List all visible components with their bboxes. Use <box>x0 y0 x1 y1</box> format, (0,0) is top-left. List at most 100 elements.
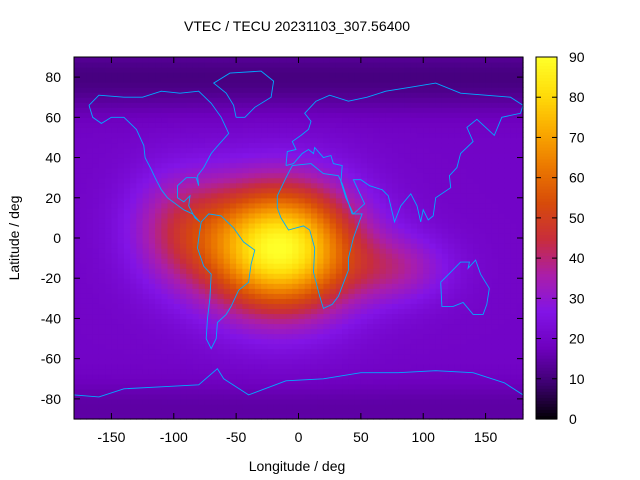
heatmap-cell <box>404 403 412 410</box>
heatmap-cell <box>323 162 331 169</box>
heatmap-cell <box>292 303 300 309</box>
heatmap-cell <box>466 358 474 365</box>
heatmap-cell <box>286 227 293 234</box>
heatmap-cell <box>186 268 194 274</box>
heatmap-cell <box>342 212 349 219</box>
heatmap-cell <box>342 72 349 78</box>
heatmap-cell <box>310 57 318 63</box>
heatmap-cell <box>304 288 312 294</box>
heatmap-cell <box>335 222 343 229</box>
heatmap-cell <box>292 172 300 179</box>
heatmap-cell <box>504 408 512 415</box>
heatmap-cell <box>298 373 306 380</box>
heatmap-cell <box>485 253 493 259</box>
heatmap-cell <box>111 248 119 254</box>
heatmap-cell <box>229 403 237 410</box>
heatmap-cell <box>192 308 200 315</box>
heatmap-cell <box>80 248 88 254</box>
heatmap-cell <box>329 398 337 405</box>
heatmap-cell <box>279 398 287 405</box>
heatmap-cell <box>373 182 381 189</box>
heatmap-cell <box>466 293 474 299</box>
heatmap-cell <box>192 243 200 249</box>
heatmap-cell <box>111 318 119 325</box>
heatmap-cell <box>466 162 474 169</box>
heatmap-cell <box>373 383 381 390</box>
heatmap-cell <box>229 258 237 264</box>
heatmap-cell <box>298 192 306 199</box>
heatmap-cell <box>74 202 81 209</box>
heatmap-cell <box>180 232 187 239</box>
heatmap-cell <box>491 222 499 229</box>
heatmap-cell <box>242 358 250 365</box>
heatmap-cell <box>329 62 337 68</box>
heatmap-cell <box>279 97 287 103</box>
heatmap-cell <box>392 283 399 289</box>
heatmap-cell <box>273 298 281 304</box>
heatmap-cell <box>498 67 505 73</box>
heatmap-cell <box>392 273 399 279</box>
heatmap-cell <box>267 82 275 88</box>
heatmap-cell <box>229 333 237 340</box>
heatmap-cell <box>317 192 325 199</box>
heatmap-cell <box>111 358 119 365</box>
heatmap-cell <box>142 177 150 184</box>
heatmap-cell <box>367 197 374 204</box>
heatmap-cell <box>423 137 431 144</box>
heatmap-cell <box>298 328 306 335</box>
heatmap-cell <box>360 373 368 380</box>
heatmap-cell <box>286 57 293 63</box>
heatmap-cell <box>161 273 169 279</box>
heatmap-cell <box>86 238 94 244</box>
heatmap-cell <box>98 132 106 139</box>
heatmap-cell <box>142 403 150 410</box>
heatmap-cell <box>155 127 162 134</box>
heatmap-cell <box>286 177 293 184</box>
heatmap-cell <box>404 157 412 164</box>
heatmap-cell <box>286 87 293 93</box>
heatmap-cell <box>454 197 462 204</box>
heatmap-cell <box>286 112 293 118</box>
heatmap-cell <box>286 358 293 365</box>
heatmap-cell <box>317 283 325 289</box>
heatmap-cell <box>229 157 237 164</box>
heatmap-cell <box>404 333 412 340</box>
heatmap-cell <box>236 117 243 123</box>
heatmap-cell <box>204 227 212 234</box>
heatmap-cell <box>385 122 393 128</box>
heatmap-cell <box>448 328 456 335</box>
heatmap-cell <box>261 328 268 335</box>
heatmap-cell <box>279 243 287 249</box>
heatmap-cell <box>74 92 81 98</box>
heatmap-cell <box>317 268 325 274</box>
heatmap-cell <box>329 318 337 325</box>
heatmap-cell <box>435 363 443 370</box>
heatmap-cell <box>373 353 381 360</box>
heatmap-cell <box>479 383 487 390</box>
heatmap-cell <box>167 318 175 325</box>
heatmap-cell <box>142 57 150 63</box>
heatmap-cell <box>473 82 480 88</box>
heatmap-cell <box>342 152 349 159</box>
heatmap-cell <box>448 343 456 350</box>
heatmap-cell <box>423 147 431 154</box>
heatmap-cell <box>136 253 144 259</box>
heatmap-cell <box>217 408 225 415</box>
heatmap-cell <box>304 308 312 315</box>
heatmap-cell <box>242 363 250 370</box>
heatmap-cell <box>130 227 137 234</box>
heatmap-cell <box>92 328 100 335</box>
heatmap-cell <box>142 393 150 400</box>
heatmap-cell <box>111 383 119 390</box>
heatmap-cell <box>261 373 268 380</box>
heatmap-cell <box>485 283 493 289</box>
heatmap-cell <box>173 413 181 420</box>
heatmap-cell <box>92 127 100 134</box>
heatmap-cell <box>504 368 512 375</box>
heatmap-cell <box>136 182 144 189</box>
heatmap-cell <box>286 288 293 294</box>
heatmap-cell <box>404 232 412 239</box>
heatmap-cell <box>236 413 243 420</box>
heatmap-cell <box>261 368 268 375</box>
heatmap-cell <box>485 338 493 345</box>
